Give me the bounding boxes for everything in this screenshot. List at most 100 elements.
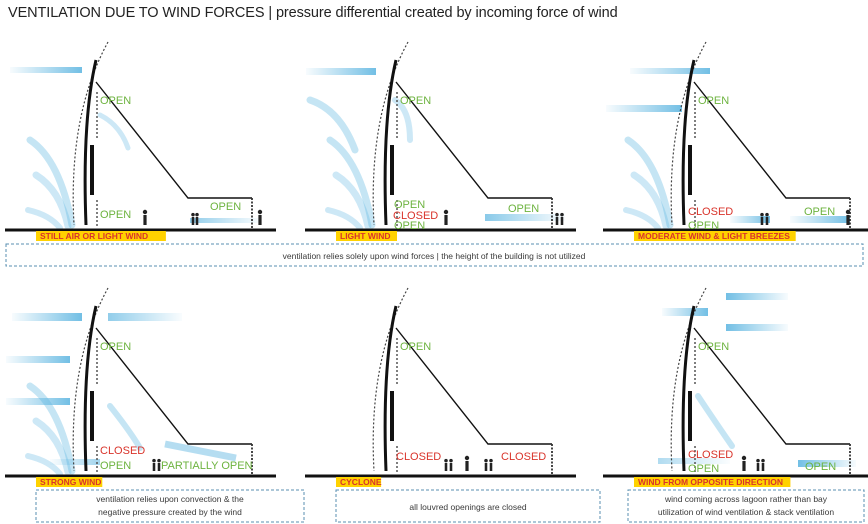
wind-flow-arc [26,382,76,475]
wind-flow-arc [32,417,72,476]
label-lower-closed: CLOSED [688,449,733,461]
wind-flow-arc [630,171,670,230]
note-frame-row1 [5,243,864,267]
person-head [489,458,493,463]
wind-stream [485,214,565,221]
label-lower-opening-2: OPEN [394,220,425,232]
case-caption: STRONG WIND [36,477,103,487]
label-right-opening: OPEN [508,203,539,215]
people-group [152,458,161,471]
note-cyclone: all louvred openings are closed [409,502,526,512]
person-body [761,463,765,471]
wind-layer [6,313,237,477]
case-caption: STILL AIR OR LIGHT WIND [36,231,166,241]
panel-6: OPEN CLOSED OPEN OPEN WIND FROM OPPOSITE DIR… [603,287,868,487]
wind-flow-arc [97,112,131,151]
wind-flow-arc [623,207,661,231]
building-section [5,287,276,478]
case-label: LIGHT WIND [340,231,391,241]
person-body [191,217,195,225]
wind-flow-arc [32,171,72,230]
wind-stream [726,293,788,300]
panel-4: OPEN CLOSED OPEN PARTIALLY OPEN STRONG WIND [5,287,276,487]
note-strong-line1: ventilation relies upon convection & the [96,494,244,504]
panel-1: OPEN OPEN OPEN STILL AIR OR LIGHT WIND [5,41,276,241]
people-group [760,209,851,225]
building-section [5,41,276,232]
wind-stream [6,398,70,405]
person-body [756,463,760,471]
case-caption: CYCLONE [336,477,382,487]
case-highlight [634,231,796,241]
page-title: VENTILATION DUE TO WIND FORCES | pressur… [8,5,618,21]
person-body [143,215,147,225]
building-section [305,287,576,478]
person-head [555,212,559,217]
outer-wall [383,59,398,226]
person-head [765,212,769,217]
note-row1: ventilation relies solely upon wind forc… [283,251,586,261]
label-top-opening: OPEN [100,95,131,107]
person-head [444,458,448,463]
roof-curve-dashed [72,41,109,226]
person-body [742,461,746,471]
case-label: MODERATE WIND & LIGHT BREEZES [638,231,790,241]
label-right-opening: OPEN [804,206,835,218]
label-right-opening: OPEN [210,201,241,213]
building-section [603,41,868,232]
title-subtitle: pressure differential created by incomin… [275,5,618,21]
person-head [157,458,161,463]
outer-wall [681,59,696,226]
wind-flow-arc [624,136,674,229]
wind-stream [790,216,850,223]
wind-stream [12,313,82,321]
person-body [195,217,199,225]
building-section [603,287,868,478]
case-highlight [36,231,166,241]
person-body [465,461,469,471]
person-body [157,463,161,471]
person-body [152,463,156,471]
person-head [761,458,765,463]
case-label: STILL AIR OR LIGHT WIND [40,231,148,241]
roof-curve-dashed [670,41,707,226]
label-lower-closed: CLOSED [396,451,441,463]
building-section [305,41,576,232]
label-lower-closed: CLOSED [393,210,438,222]
state-labels: OPEN CLOSED OPEN OPEN [688,341,836,475]
case-caption: LIGHT WIND [336,231,397,241]
person-head [191,212,195,217]
wind-flow-arc [326,136,376,229]
title-main: VENTILATION DUE TO WIND FORCES | [8,5,273,21]
roof-curve-dashed [372,41,409,226]
roof-line [95,327,252,445]
note-strong-line2: negative pressure created by the wind [98,507,242,517]
caption-frames: ventilation relies solely upon wind forc… [5,243,865,523]
person-head [142,209,148,215]
state-labels: OPEN CLOSED CLOSED [396,341,546,463]
person-head [257,209,263,215]
person-head [449,458,453,463]
person-body [258,215,262,225]
roof-line [95,81,252,199]
state-labels: OPEN CLOSED OPEN OPEN [688,95,835,232]
case-label: WIND FROM OPPOSITE DIRECTION [638,477,783,487]
person-head [741,455,747,461]
label-lower-opening: OPEN [100,209,131,221]
person-head [760,212,764,217]
person-body [555,217,559,225]
person-body [560,217,564,225]
wind-flow-arc [25,453,63,477]
note-frame-opposite [627,489,865,523]
person-head [845,209,851,215]
label-lower-closed: CLOSED [688,206,733,218]
wind-flow-arc [695,393,735,449]
label-top-opening: OPEN [100,341,131,353]
wind-flow-arc [325,207,363,231]
wind-stream [108,313,182,321]
case-highlight [336,231,397,241]
person-head [443,209,449,215]
